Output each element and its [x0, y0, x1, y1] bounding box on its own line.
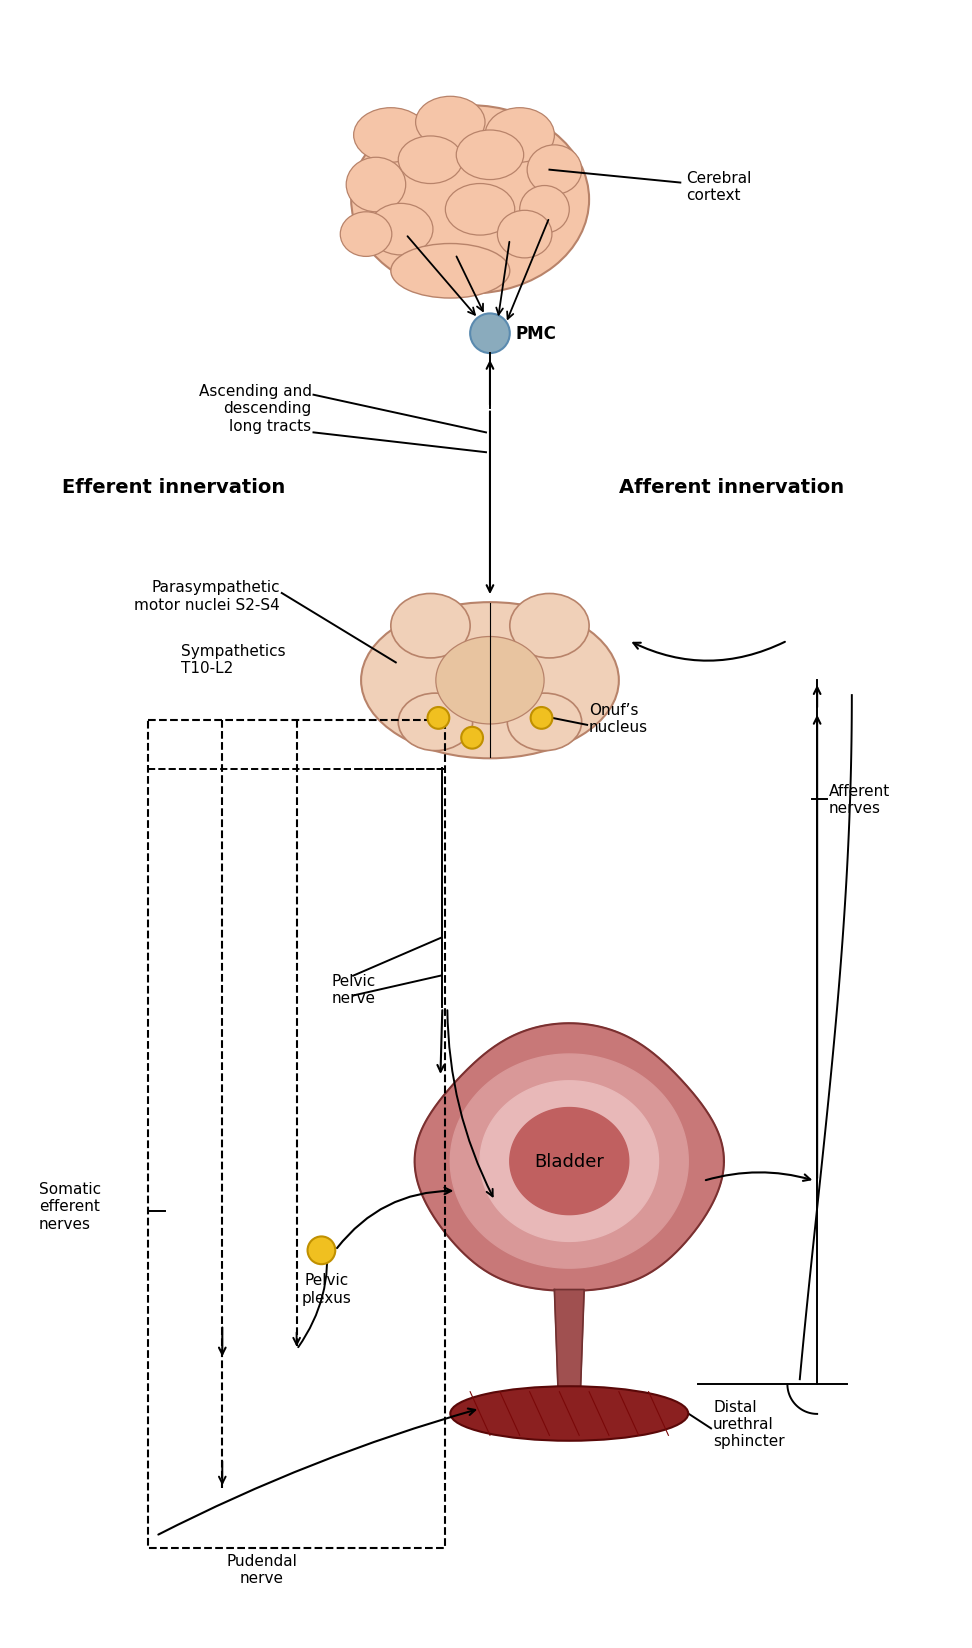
Text: Efferent innervation: Efferent innervation — [61, 478, 285, 498]
Circle shape — [428, 707, 449, 730]
Circle shape — [307, 1236, 335, 1264]
Text: Sympathetics
T10-L2: Sympathetics T10-L2 — [181, 643, 285, 676]
Text: Onuf’s
nucleus: Onuf’s nucleus — [589, 702, 648, 735]
Circle shape — [470, 315, 509, 354]
Ellipse shape — [368, 204, 433, 255]
Ellipse shape — [340, 213, 392, 257]
Ellipse shape — [456, 130, 524, 181]
Ellipse shape — [509, 595, 589, 659]
FancyArrowPatch shape — [407, 237, 475, 315]
Text: Somatic
efferent
nerves: Somatic efferent nerves — [39, 1182, 101, 1231]
Ellipse shape — [354, 109, 428, 163]
Text: Distal
urethral
sphincter: Distal urethral sphincter — [713, 1399, 784, 1449]
FancyArrowPatch shape — [814, 687, 820, 707]
Ellipse shape — [435, 638, 544, 725]
FancyArrowPatch shape — [706, 1173, 811, 1182]
Polygon shape — [509, 1107, 629, 1215]
FancyArrowPatch shape — [298, 1239, 330, 1348]
FancyArrowPatch shape — [487, 363, 494, 405]
Ellipse shape — [520, 186, 570, 234]
FancyArrowPatch shape — [814, 717, 820, 1178]
Ellipse shape — [399, 137, 463, 185]
Text: Afferent innervation: Afferent innervation — [619, 478, 844, 498]
Polygon shape — [480, 1081, 658, 1241]
Ellipse shape — [416, 97, 485, 148]
Text: Pudendal
nerve: Pudendal nerve — [226, 1552, 297, 1585]
FancyArrowPatch shape — [447, 1010, 493, 1196]
Ellipse shape — [346, 158, 405, 213]
Text: Parasympathetic
motor nuclei S2-S4: Parasympathetic motor nuclei S2-S4 — [134, 580, 280, 611]
Ellipse shape — [391, 244, 509, 298]
Ellipse shape — [450, 1386, 688, 1440]
Ellipse shape — [485, 109, 554, 163]
FancyArrowPatch shape — [497, 242, 509, 315]
FancyArrowPatch shape — [294, 1333, 300, 1345]
Ellipse shape — [399, 694, 472, 751]
FancyArrowPatch shape — [219, 1328, 226, 1355]
FancyArrowPatch shape — [219, 1462, 226, 1483]
FancyArrowPatch shape — [487, 412, 494, 593]
Text: PMC: PMC — [516, 325, 557, 343]
FancyArrowPatch shape — [437, 1010, 444, 1073]
Circle shape — [462, 727, 483, 750]
Polygon shape — [450, 1055, 688, 1269]
Text: Afferent
nerves: Afferent nerves — [829, 783, 890, 816]
FancyArrowPatch shape — [507, 221, 548, 320]
Ellipse shape — [361, 603, 619, 758]
Ellipse shape — [445, 185, 515, 236]
Text: Pelvic
plexus: Pelvic plexus — [301, 1272, 351, 1305]
FancyArrowPatch shape — [457, 257, 483, 311]
Text: Ascending and
descending
long tracts: Ascending and descending long tracts — [198, 384, 311, 433]
Text: Bladder: Bladder — [535, 1152, 605, 1170]
Ellipse shape — [507, 694, 581, 751]
Circle shape — [531, 707, 552, 730]
Text: Cerebral
cortext: Cerebral cortext — [686, 170, 751, 203]
Polygon shape — [554, 1290, 584, 1399]
Polygon shape — [415, 1023, 724, 1290]
Bar — [148, 720, 445, 1547]
FancyArrowPatch shape — [158, 1409, 475, 1534]
Ellipse shape — [527, 145, 581, 196]
FancyArrowPatch shape — [634, 643, 785, 661]
Text: Pelvic
nerve: Pelvic nerve — [331, 972, 375, 1005]
Ellipse shape — [498, 211, 552, 259]
Ellipse shape — [391, 595, 470, 659]
FancyArrowPatch shape — [337, 1188, 451, 1248]
Ellipse shape — [351, 105, 589, 295]
